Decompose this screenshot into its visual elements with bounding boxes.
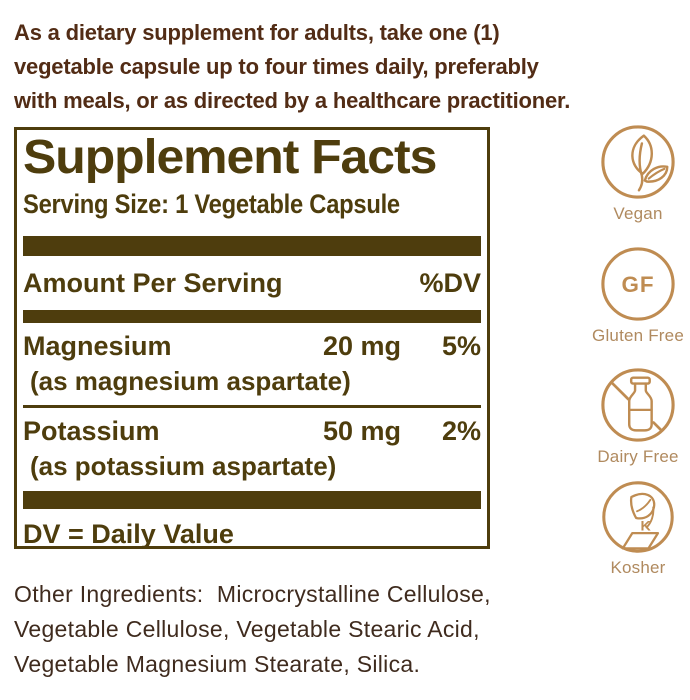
badge-label: Dairy Free xyxy=(597,447,679,466)
amount-per-serving-header: Amount Per Serving xyxy=(23,268,283,298)
nutrient-source: (as magnesium aspartate) xyxy=(30,366,351,396)
directions-text: As a dietary supplement for adults, take… xyxy=(14,16,570,118)
nutrient-amount: 50 mg xyxy=(322,416,401,446)
thick-divider xyxy=(23,491,481,509)
serving-size: Serving Size: 1 Vegetable Capsule xyxy=(23,189,400,219)
percent-dv-header: %DV xyxy=(419,268,481,298)
thin-divider xyxy=(23,405,481,408)
nutrient-row-potassium: Potassium 50 mg 2% xyxy=(23,417,481,445)
badge-label: Kosher xyxy=(610,558,666,577)
badge-kosher: K Kosher xyxy=(586,479,690,578)
ingredients-line: Vegetable Cellulose, Vegetable Stearic A… xyxy=(14,616,480,642)
nutrient-dv: 5% xyxy=(441,331,481,361)
thick-divider xyxy=(23,236,481,256)
directions-line: As a dietary supplement for adults, take… xyxy=(14,20,500,45)
directions-line: vegetable capsule up to four times daily… xyxy=(14,54,539,79)
ingredients-line: Vegetable Magnesium Stearate, Silica. xyxy=(14,651,421,677)
kosher-monogram: K xyxy=(640,518,651,534)
nutrient-name: Potassium xyxy=(23,416,160,446)
gf-monogram: GF xyxy=(621,272,654,297)
nutrient-amount: 20 mg xyxy=(322,331,401,361)
badge-label: Vegan xyxy=(613,204,663,223)
ingredients-line: Other Ingredients: Microcrystalline Cell… xyxy=(14,581,491,607)
badge-label: Gluten Free xyxy=(592,326,684,345)
supplement-facts-panel: Supplement Facts Serving Size: 1 Vegetab… xyxy=(14,127,490,549)
nutrient-row-magnesium: Magnesium 20 mg 5% xyxy=(23,332,481,360)
gluten-free-icon: GF xyxy=(586,245,690,323)
nutrient-name: Magnesium xyxy=(23,331,172,361)
leaf-icon xyxy=(586,123,690,201)
column-header-row: Amount Per Serving %DV xyxy=(23,268,481,298)
milk-bottle-crossed-icon xyxy=(586,366,690,444)
badge-dairy-free: Dairy Free xyxy=(586,366,690,467)
nutrient-dv: 2% xyxy=(441,416,481,446)
badge-gluten-free: GF Gluten Free xyxy=(586,245,690,346)
thick-divider xyxy=(23,310,481,323)
dv-footnote: DV = Daily Value xyxy=(23,519,234,549)
supplement-facts-title: Supplement Facts xyxy=(23,131,437,184)
directions-line: with meals, or as directed by a healthca… xyxy=(14,88,571,113)
kosher-k-icon: K xyxy=(586,479,690,555)
badge-vegan: Vegan xyxy=(586,123,690,224)
nutrient-source: (as potassium aspartate) xyxy=(30,451,337,481)
other-ingredients-text: Other Ingredients: Microcrystalline Cell… xyxy=(14,577,491,682)
